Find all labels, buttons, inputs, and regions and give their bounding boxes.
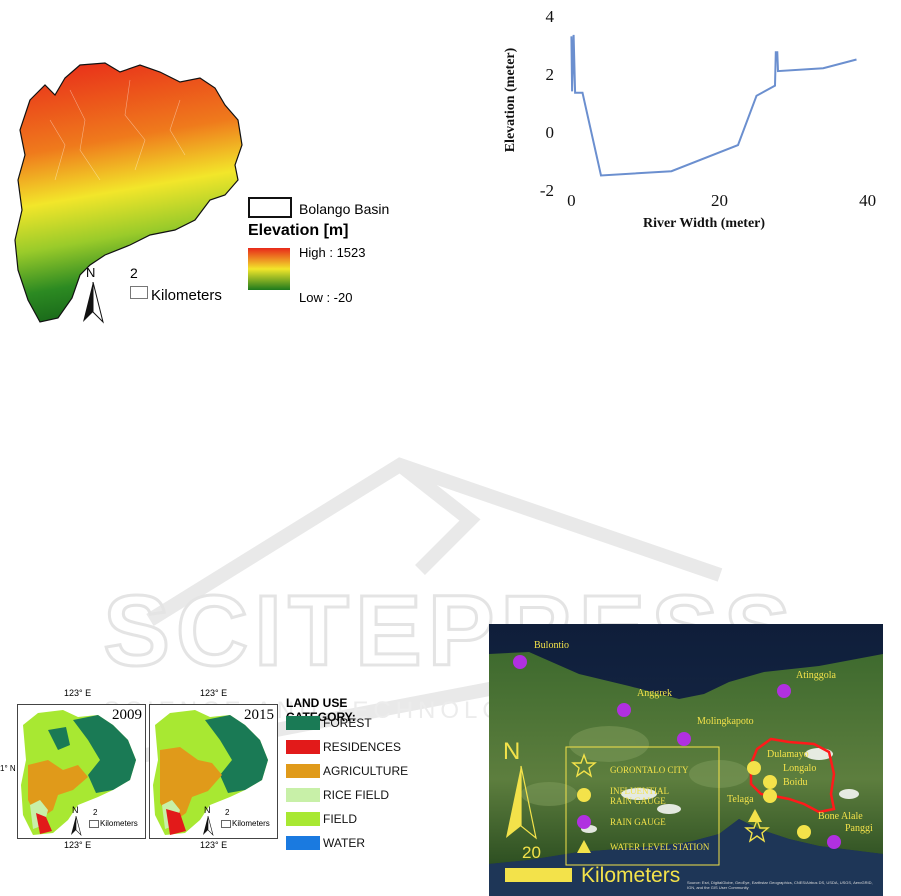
y-tick-label: 2 [546,65,555,84]
elevation-map-figure: N 2 Kilometers Bolango Basin Elevation [… [10,60,410,330]
north-arrow-icon [203,816,214,836]
station-label-panggi: Panggi [845,823,873,834]
scale-number-2015: 2 [225,808,230,817]
scale-number-2009: 2 [93,808,98,817]
lon-label-top-right: 123° E [200,688,228,698]
station-panggi-marker [827,835,841,849]
station-bone-alale-marker [797,825,811,839]
station-label-dulamayo: Dulamayo [767,749,809,760]
station-map-figure: Bulontio Anggrek Molingkapoto Atinggola … [489,624,883,896]
legend-swatch-forest [286,716,320,730]
water-level-legend-icon [577,840,591,853]
scale-box-2015 [221,820,231,828]
station-label-bulontio: Bulontio [534,640,570,651]
profile-series-line [570,34,857,177]
station-longalo-marker [763,775,777,789]
map-legend-box [565,746,720,866]
x-tick-label: 40 [859,191,876,210]
station-label-telaga: Telaga [727,794,754,805]
map-attribution: Source: Esri, DigitalGlobe, GeoEye, Eart… [687,880,873,890]
scale-number: 20 [522,843,541,862]
land-use-map-2015 [153,710,268,835]
north-arrow-icon [506,766,521,838]
scale-unit: Kilometers [151,287,222,304]
legend-label-influential-2: RAIN GAUGE [610,796,666,806]
legend-label-water-level: WATER LEVEL STATION [610,842,710,852]
station-label-longalo: Longalo [783,763,817,774]
land-use-panel-2009: 2009 N 2 Kilometers [17,704,146,839]
x-axis-label: River Width (meter) [643,216,765,231]
station-bulontio-marker [513,655,527,669]
legend-swatch-rice-field [286,788,320,802]
north-label: N [86,265,96,280]
legend-label-field: FIELD [323,812,358,826]
lat-label: 1° N [0,764,16,773]
legend-label-water: WATER [323,836,365,850]
station-atinggola-marker [777,684,791,698]
basin-legend-label: Bolango Basin [299,201,390,217]
station-molingkapoto-marker [677,732,691,746]
lon-label-bottom-right: 123° E [200,840,228,850]
city-star-icon [571,753,597,778]
land-use-panel-2015: 2015 N 2 Kilometers [149,704,278,839]
elevation-low-label: Low : -20 [299,290,353,305]
scale-box [130,286,148,299]
satellite-map [489,624,883,896]
y-tick-label: 4 [546,7,555,26]
legend-label-influential-1: INFLUENTIAL [610,786,669,796]
land-use-legend: FOREST RESIDENCES AGRICULTURE RICE FIELD… [286,716,426,850]
lon-label-bottom-left: 123° E [64,840,92,850]
legend-swatch-residences [286,740,320,754]
legend-swatch-water [286,836,320,850]
influential-gauge-legend-icon [577,788,591,802]
lon-label-top-left: 123° E [64,688,92,698]
station-label-boidu: Boidu [783,777,808,788]
legend-swatch-field [286,812,320,826]
scale-unit-2009: Kilometers [100,819,138,828]
land-use-figure: 123° E 123° E 1° N 2009 N 2 Kilometers 2… [0,688,420,856]
legend-label-city: GORONTALO CITY [610,765,689,775]
north-label: N [503,738,521,765]
north-label-2009: N [72,805,79,815]
legend-label-agriculture: AGRICULTURE [323,764,409,778]
legend-label-forest: FOREST [323,716,372,730]
north-label-2015: N [204,805,211,815]
station-label-molingkapoto: Molingkapoto [697,716,754,727]
elevation-map [14,62,243,323]
north-arrow-icon [83,282,104,324]
y-axis-label: Elevation (meter) [503,47,518,152]
station-boidu-marker [763,789,777,803]
scale-number: 2 [130,265,138,281]
station-label-bone-alale: Bone Alale [818,811,863,822]
year-2015-label: 2015 [244,707,274,723]
land-use-map-2009 [21,710,136,835]
scale-bar [505,868,572,882]
scale-unit-2015: Kilometers [232,819,270,828]
scale-unit: Kilometers [581,864,681,887]
elevation-color-ramp [248,248,290,290]
gorontalo-city-star [744,818,770,843]
river-profile-chart: Elevation (meter) River Width (meter) -2… [503,7,876,231]
legend-label-residences: RESIDENCES [323,740,402,754]
elevation-high-label: High : 1523 [299,245,366,260]
x-tick-label: 20 [711,191,728,210]
y-tick-label: 0 [546,123,555,142]
scale-box-2009 [89,820,99,828]
station-anggrek-marker [617,703,631,717]
legend-label-rice-field: RICE FIELD [323,788,390,802]
north-arrow-icon [71,816,82,836]
elevation-legend-title: Elevation [m] [248,222,349,239]
station-telaga-marker [748,809,762,822]
y-tick-label: -2 [540,181,554,200]
basin-legend-box [248,197,292,218]
x-tick-label: 0 [567,191,576,210]
station-dulamayo-marker [747,761,761,775]
station-label-anggrek: Anggrek [637,688,672,699]
legend-swatch-agriculture [286,764,320,778]
year-2009-label: 2009 [112,707,142,723]
basin-outline [749,737,836,814]
legend-label-rain-gauge: RAIN GAUGE [610,817,666,827]
station-label-atinggola: Atinggola [796,670,836,681]
rain-gauge-legend-icon [577,815,591,829]
